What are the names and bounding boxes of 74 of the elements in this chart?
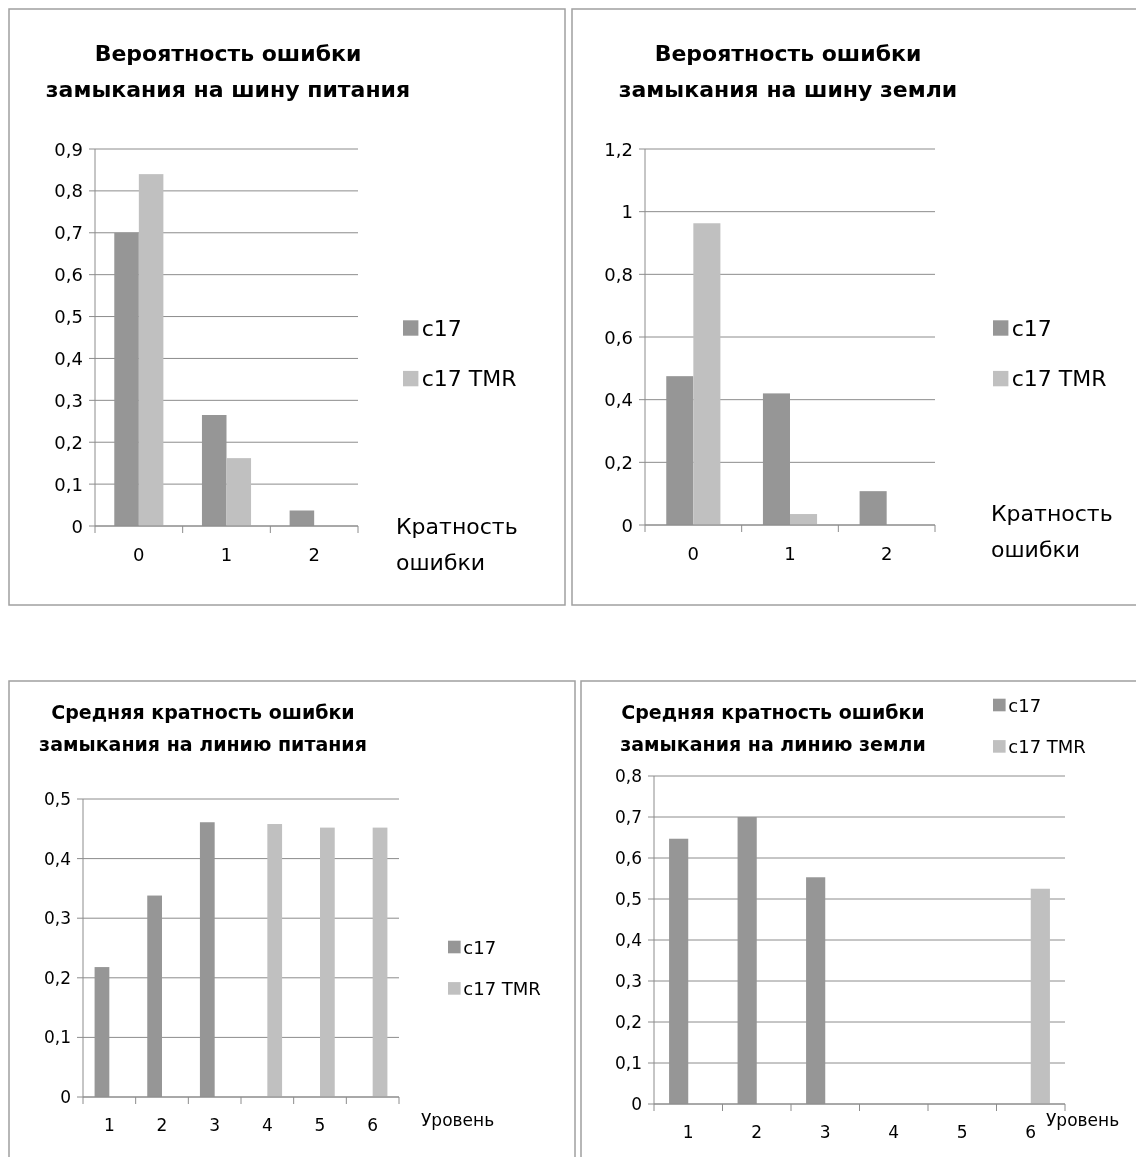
chart-title: Вероятность ошибки замыкания на шину земли (618, 41, 958, 103)
y-tick-label: 0,7 (54, 222, 83, 244)
legend-label: c17 (421, 315, 462, 341)
y-tick-label: 0,2 (43, 967, 71, 988)
y-tick-label: 0,6 (604, 326, 633, 348)
x-tick-label: 1 (784, 542, 796, 564)
bar (1030, 888, 1050, 1104)
x-tick-label: 0 (133, 543, 145, 565)
legend-label: c17 TMR (1011, 366, 1107, 392)
y-tick-label: 0,2 (604, 451, 633, 473)
x-tick-label: 5 (956, 1122, 968, 1142)
y-tick-label: 0,8 (614, 766, 642, 786)
x-tick-label: 1 (103, 1115, 115, 1135)
x-tick-label: 6 (367, 1115, 379, 1135)
x-tick-label: 2 (308, 543, 320, 565)
y-tick-label: 1,2 (604, 138, 633, 160)
y-tick-label: 0,5 (614, 889, 642, 909)
y-tick-label: 0,4 (614, 930, 642, 950)
y-tick-label: 0,3 (54, 389, 83, 411)
x-tick-label: 4 (261, 1115, 273, 1135)
chart-title: Средняя кратность ошибки замыкания на линию земли (620, 701, 926, 755)
y-tick-label: 0,6 (614, 848, 642, 868)
y-tick-label: 0 (621, 514, 633, 536)
x-tick-label: 0 (687, 542, 700, 564)
y-tick-label: 0,5 (54, 306, 83, 328)
bar (138, 174, 164, 526)
legend-label: c17 TMR (1008, 735, 1086, 757)
x-tick-label: 2 (156, 1115, 168, 1135)
legend-label: c17 (1011, 315, 1052, 341)
y-tick-label: 0 (60, 1087, 71, 1107)
legend-label: c17 (1008, 694, 1042, 716)
x-tick-label: 5 (314, 1115, 326, 1135)
y-tick-label: 0,8 (54, 180, 83, 202)
x-axis-title: Кратность ошибки (396, 513, 518, 575)
x-tick-label: 4 (888, 1122, 900, 1142)
y-tick-label: 0,3 (43, 908, 71, 929)
y-tick-label: 0,4 (54, 347, 83, 369)
bar (320, 827, 335, 1097)
y-tick-label: 0 (71, 515, 83, 537)
chart-title: Вероятность ошибки замыкания на шину питания (45, 41, 411, 103)
x-tick-label: 6 (1025, 1122, 1037, 1142)
x-tick-label: 3 (819, 1122, 831, 1142)
bar (693, 223, 721, 525)
y-tick-label: 0,1 (614, 1053, 642, 1073)
y-tick-label: 1 (621, 201, 633, 223)
bar (790, 514, 818, 525)
x-tick-label: 1 (220, 543, 233, 565)
bar (226, 458, 252, 526)
x-axis-title: Уровень (1046, 1110, 1120, 1130)
x-axis-title: Кратность ошибки (991, 500, 1113, 562)
legend-label: c17 TMR (421, 366, 517, 392)
x-axis-title: Уровень (421, 1110, 495, 1130)
y-tick-label: 0,8 (604, 263, 633, 285)
y-tick-label: 0,9 (54, 138, 83, 160)
y-tick-label: 0,2 (54, 431, 83, 453)
legend-label: c17 TMR (463, 977, 541, 999)
x-tick-label: 1 (682, 1122, 694, 1142)
y-tick-label: 0,4 (604, 389, 633, 411)
y-tick-label: 0,2 (614, 1012, 642, 1032)
y-tick-label: 0,1 (54, 473, 83, 495)
y-tick-label: 0 (631, 1094, 642, 1114)
bar (267, 824, 283, 1097)
legend-label: c17 (463, 936, 497, 958)
y-tick-label: 0,4 (43, 848, 71, 869)
bar (372, 827, 388, 1097)
x-tick-label: 2 (751, 1122, 763, 1142)
y-tick-label: 0,1 (43, 1027, 71, 1048)
chart-title: Средняя кратность ошибки замыкания на линию питания (39, 701, 367, 755)
x-tick-label: 3 (209, 1115, 221, 1135)
y-tick-label: 0,5 (43, 789, 71, 809)
y-tick-label: 0,3 (614, 971, 642, 991)
x-tick-label: 2 (880, 542, 893, 564)
y-tick-label: 0,7 (614, 807, 642, 827)
y-tick-label: 0,6 (54, 264, 83, 286)
